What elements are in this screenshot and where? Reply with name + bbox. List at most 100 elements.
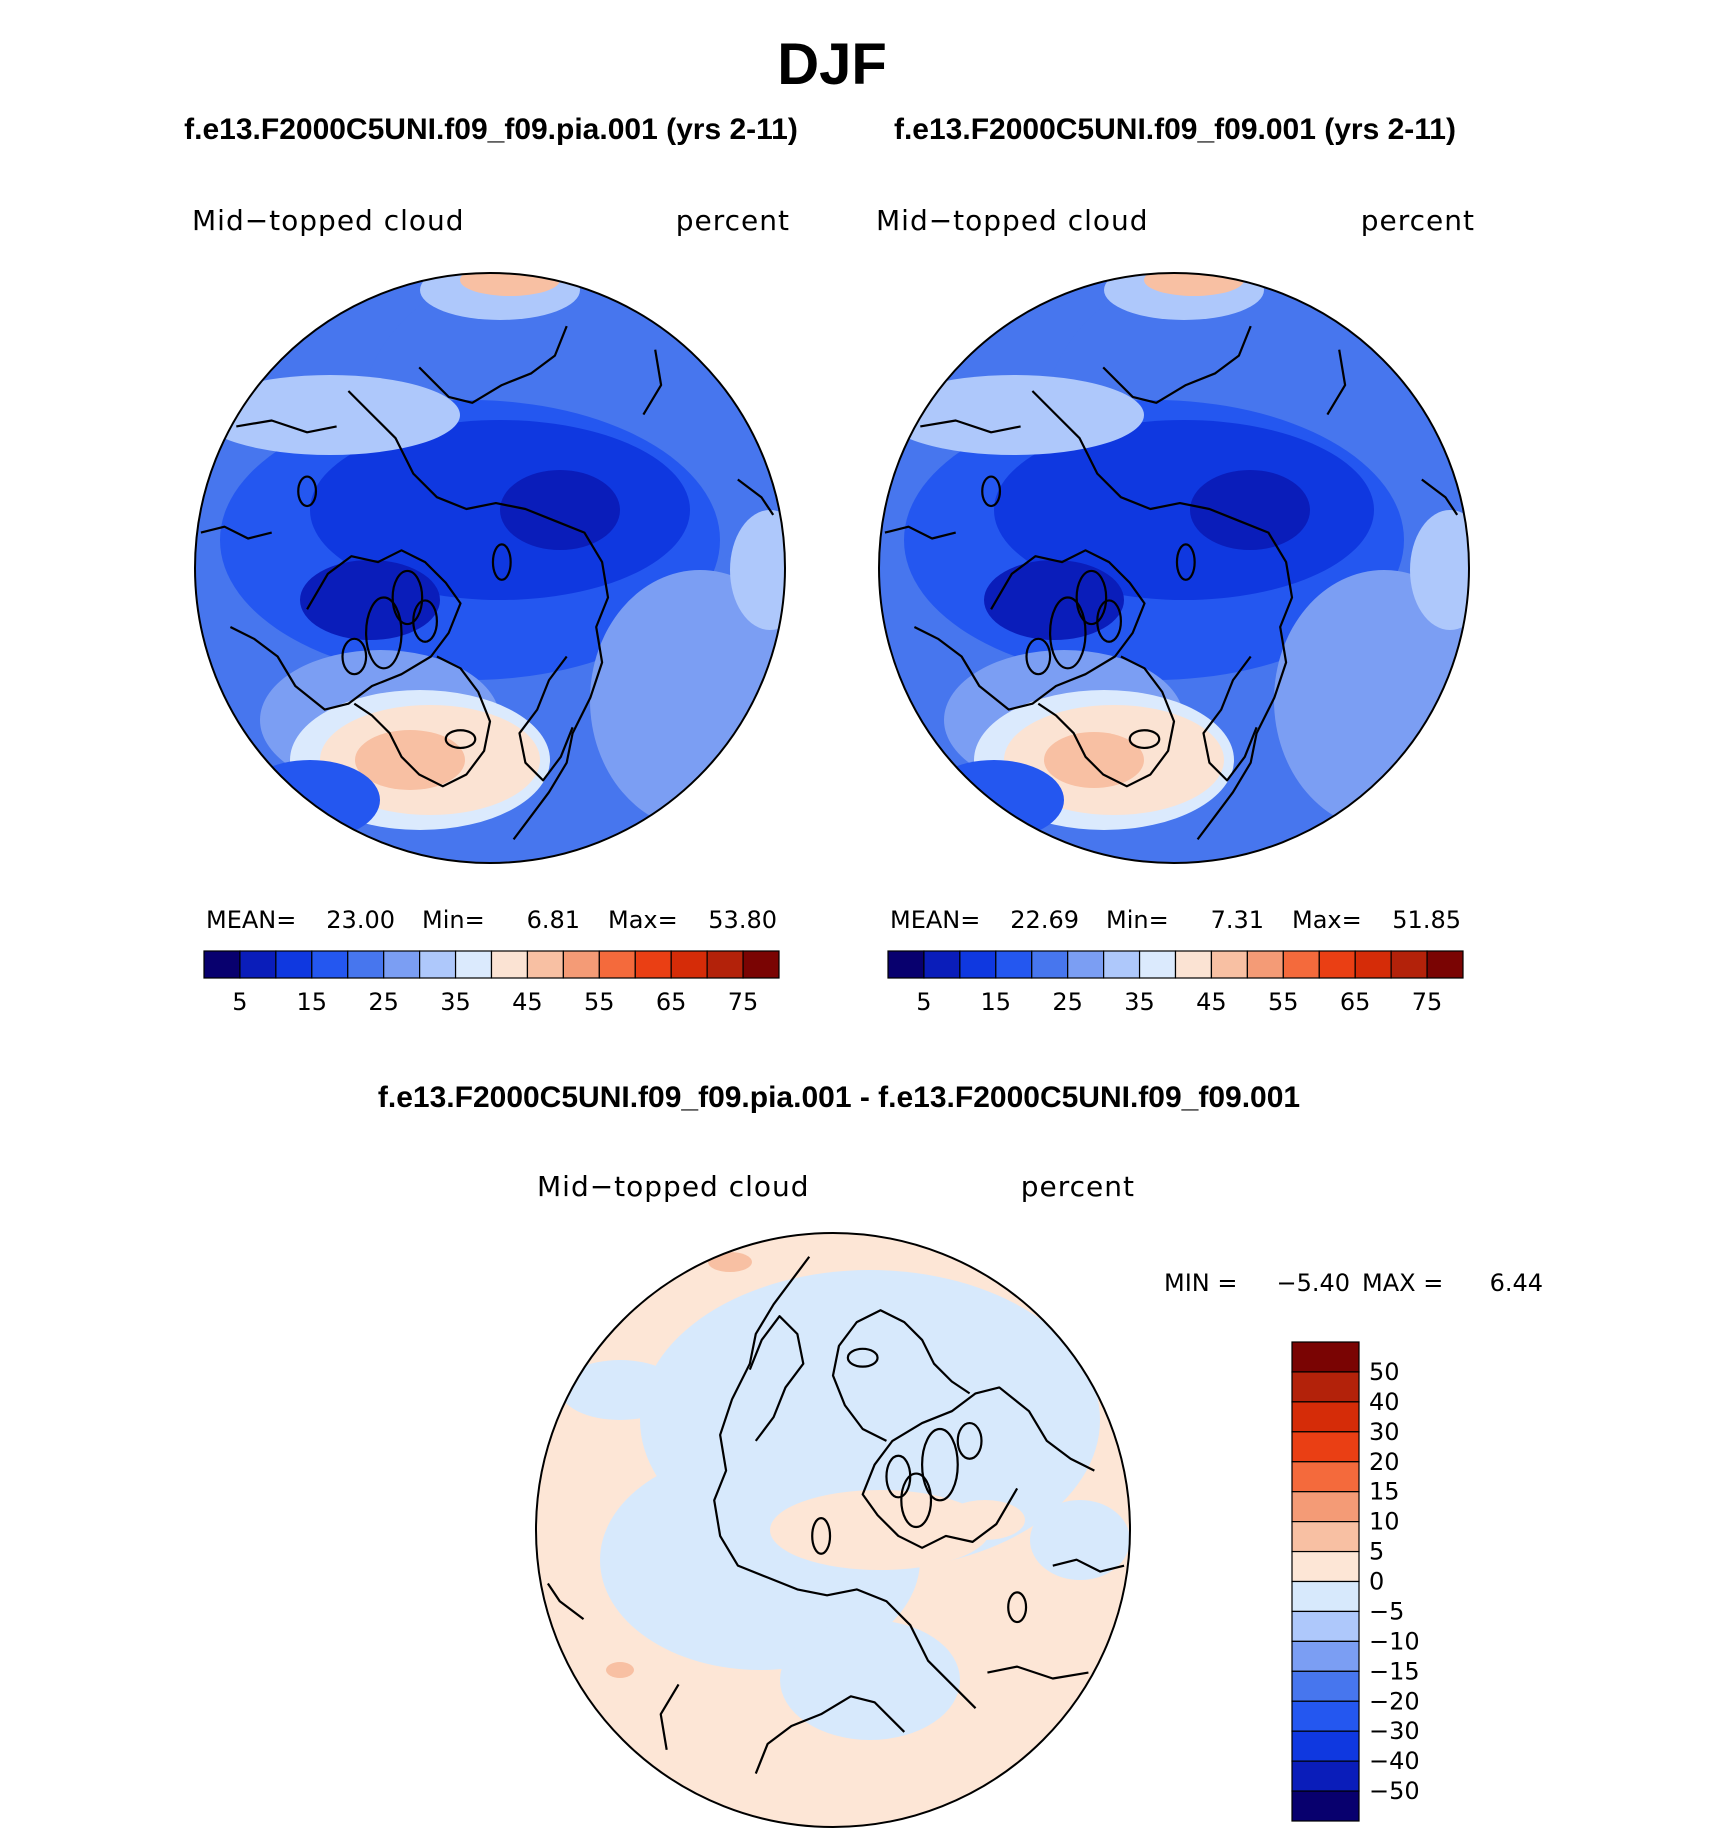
panel-c-colorbar-tick-label: −40 <box>1369 1747 1420 1775</box>
panel-b-colorbar-tick-label: 15 <box>981 988 1012 1016</box>
panel-c-map <box>530 1230 1140 1839</box>
panel-b-colorbar-box <box>1354 950 1392 979</box>
panel-b-variable-label: Mid−topped cloud <box>876 204 1149 237</box>
panel-b-colorbar-tick-label: 45 <box>1196 988 1227 1016</box>
panel-b-field-pacific-band <box>884 375 1144 455</box>
panel-a-field-min <box>500 470 620 550</box>
panel-c-colorbar-tick-label: −30 <box>1369 1717 1420 1745</box>
panel-b-colorbar-tick-label: 55 <box>1268 988 1299 1016</box>
panel-b-units-label: percent <box>1361 204 1475 237</box>
panel-a-colorbar-box <box>383 950 421 979</box>
panel-b-max-label: Max= <box>1292 906 1362 934</box>
panel-a-colorbar-box <box>490 950 529 979</box>
panel-b-colorbar-tick-label: 35 <box>1124 988 1155 1016</box>
panel-b-colorbar-box <box>1174 950 1213 979</box>
panel-a-field-top-warm <box>460 273 560 296</box>
panel-b-colorbar-box <box>1426 950 1464 979</box>
panel-b-colorbar-box <box>1318 950 1356 979</box>
panel-c-field-center-pos-2 <box>945 1500 1025 1540</box>
panel-c-colorbar-tick-label: 40 <box>1369 1388 1400 1416</box>
panel-a-colorbar-box <box>419 950 457 979</box>
panel-b-colorbar-box <box>1246 950 1284 979</box>
figure-title: DJF <box>777 32 887 97</box>
panel-b-colorbar-tick-label: 25 <box>1052 988 1083 1016</box>
panel-a-colorbar-box <box>454 950 493 979</box>
panel-c-field-pos-spot <box>606 1662 634 1678</box>
panel-b-title: f.e13.F2000C5UNI.f09_f09.001 (yrs 2-11) <box>894 113 1456 146</box>
panel-b-min-label: Min= <box>1106 906 1169 934</box>
panel-b-colorbar-box <box>1031 950 1069 979</box>
panel-b-colorbar-tick-label: 75 <box>1412 988 1443 1016</box>
panel-b-map <box>874 250 1504 868</box>
panel-c-colorbar-tick-label: −5 <box>1369 1597 1404 1625</box>
panel-a-max-label: Max= <box>608 906 678 934</box>
panel-a-field-east <box>730 510 785 630</box>
panel-b-mean-label: MEAN= <box>890 906 980 934</box>
panel-b-colorbar: 5 15 25 35 45 55 65 75 <box>887 950 1464 1016</box>
panel-a-colorbar-tick-label: 15 <box>297 988 328 1016</box>
panel-a-colorbar: 5 15 25 35 45 55 65 75 <box>203 950 780 1016</box>
panel-c-map-border <box>535 1232 1131 1828</box>
panel-b-colorbar-box <box>995 950 1033 979</box>
panel-a-colorbar-box <box>742 950 780 979</box>
panel-a-colorbar-box <box>562 950 600 979</box>
panel-a-colorbar-tick-label: 75 <box>728 988 759 1016</box>
panel-c-colorbar-tick-label: 5 <box>1369 1538 1384 1566</box>
panel-b-colorbar-box <box>887 950 925 979</box>
panel-c-max-label: MAX = <box>1362 1269 1443 1297</box>
panel-c-colorbar-tick-label: −15 <box>1369 1657 1420 1685</box>
panel-a-colorbar-tick-label: 35 <box>440 988 471 1016</box>
panel-a-field-sw <box>240 760 380 840</box>
panel-a-colorbar-box <box>203 950 241 979</box>
panel-c-field-center-pos <box>770 1490 990 1570</box>
panel-c-colorbar-box <box>1291 1491 1360 1523</box>
panel-c-colorbar-box <box>1291 1521 1360 1553</box>
panel-c-title: f.e13.F2000C5UNI.f09_f09.pia.001 - f.e13… <box>378 1081 1300 1114</box>
panel-c-colorbar-tick-label: 50 <box>1369 1358 1400 1386</box>
panel-b-colorbar-box <box>1282 950 1320 979</box>
panel-a-mean-value: 23.00 <box>326 906 395 934</box>
panel-c-colorbar-box <box>1291 1730 1360 1762</box>
panel-c-colorbar-box <box>1291 1790 1360 1822</box>
panel-c-colorbar-tick-label: −10 <box>1369 1627 1420 1655</box>
panel-b-colorbar-box <box>1103 950 1141 979</box>
panel-c-variable-label: Mid−topped cloud <box>537 1170 810 1203</box>
panel-b-colorbar-box <box>1138 950 1177 979</box>
panel-c-colorbar-tick-label: −20 <box>1369 1687 1420 1715</box>
panel-c-colorbar-box <box>1291 1371 1360 1403</box>
panel-a-max-value: 53.80 <box>708 906 777 934</box>
panel-a-colorbar-tick-label: 55 <box>584 988 615 1016</box>
panel-a-variable-label: Mid−topped cloud <box>192 204 465 237</box>
panel-a-colorbar-tick-label: 5 <box>232 988 247 1016</box>
panel-c-units-label: percent <box>1021 1170 1135 1203</box>
panel-c-colorbar-box <box>1291 1431 1360 1463</box>
panel-a-colorbar-box <box>347 950 385 979</box>
panel-a-mean-label: MEAN= <box>206 906 296 934</box>
panel-b-colorbar-tick-label: 5 <box>916 988 931 1016</box>
panel-b-colorbar-box <box>1210 950 1248 979</box>
panel-c-min-value: −5.40 <box>1276 1269 1350 1297</box>
panel-c-field-east-neg <box>1030 1500 1130 1580</box>
panel-a-field-min-2 <box>300 560 440 640</box>
panel-a-field-atlantic-max <box>355 730 465 790</box>
panel-b-field-min-2 <box>984 560 1124 640</box>
panel-b-field-arctic-core <box>994 420 1374 600</box>
panel-b-colorbar-box <box>923 950 961 979</box>
panel-a-map <box>190 250 820 868</box>
panel-b-map-border <box>878 272 1470 864</box>
panel-a-min-value: 6.81 <box>527 906 580 934</box>
panel-c-field-west-neg <box>560 1360 680 1420</box>
panel-c-colorbar-box <box>1291 1341 1360 1373</box>
panel-b-colorbar-tick-label: 65 <box>1340 988 1371 1016</box>
panel-b-field-atlantic-max <box>1044 732 1144 788</box>
panel-b-mean-value: 22.69 <box>1010 906 1079 934</box>
panel-a-colorbar-box <box>275 950 313 979</box>
panel-c-colorbar-box <box>1291 1580 1360 1613</box>
panel-c-min-label: MIN = <box>1164 1269 1237 1297</box>
panel-b-field-top-warm <box>1144 273 1244 296</box>
panel-c-field-pos-spot-2 <box>708 1252 752 1272</box>
panel-c-colorbar-tick-label: 15 <box>1369 1478 1400 1506</box>
panel-a-colorbar-box <box>670 950 708 979</box>
panel-c-colorbar-box <box>1291 1760 1360 1792</box>
